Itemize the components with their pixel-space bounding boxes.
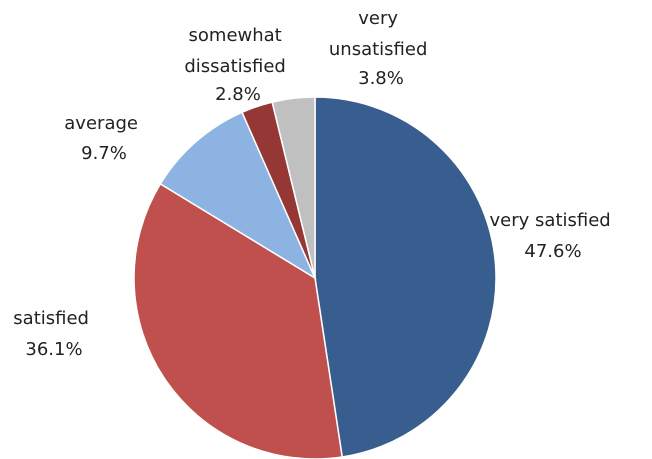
- label-satisfied-name: satisfied: [13, 308, 89, 329]
- label-very-satisfied: very satisfied 47.6%: [490, 210, 617, 262]
- label-very-unsatisfied-value: 3.8%: [358, 68, 404, 89]
- label-very-unsatisfied: very unsatisfied 3.8%: [329, 8, 433, 89]
- pie-slice-satisfied: [133, 182, 344, 459]
- label-satisfied: satisfied 36.1%: [13, 308, 94, 360]
- label-somewhat-dissatisfied: somewhat dissatisfied 2.8%: [184, 25, 291, 105]
- label-very-unsatisfied-line1: very: [358, 8, 398, 29]
- label-average-value: 9.7%: [81, 143, 127, 164]
- pie-slice-very-satisfied: [314, 96, 497, 458]
- label-very-satisfied-name: very satisfied: [490, 210, 611, 231]
- label-satisfied-value: 36.1%: [25, 339, 82, 360]
- pie-slice-very-unsatisfied: [271, 96, 316, 279]
- label-somewhat-dissatisfied-value: 2.8%: [215, 84, 261, 105]
- pie-slice-average: [159, 111, 317, 280]
- label-average: average 9.7%: [64, 113, 143, 164]
- label-somewhat-dissatisfied-line2: dissatisfied: [184, 56, 286, 77]
- label-somewhat-dissatisfied-line1: somewhat: [189, 25, 282, 46]
- label-very-satisfied-value: 47.6%: [524, 241, 581, 262]
- label-very-unsatisfied-line2: unsatisfied: [329, 39, 428, 60]
- pie-slices: [133, 96, 497, 459]
- label-average-name: average: [64, 113, 138, 134]
